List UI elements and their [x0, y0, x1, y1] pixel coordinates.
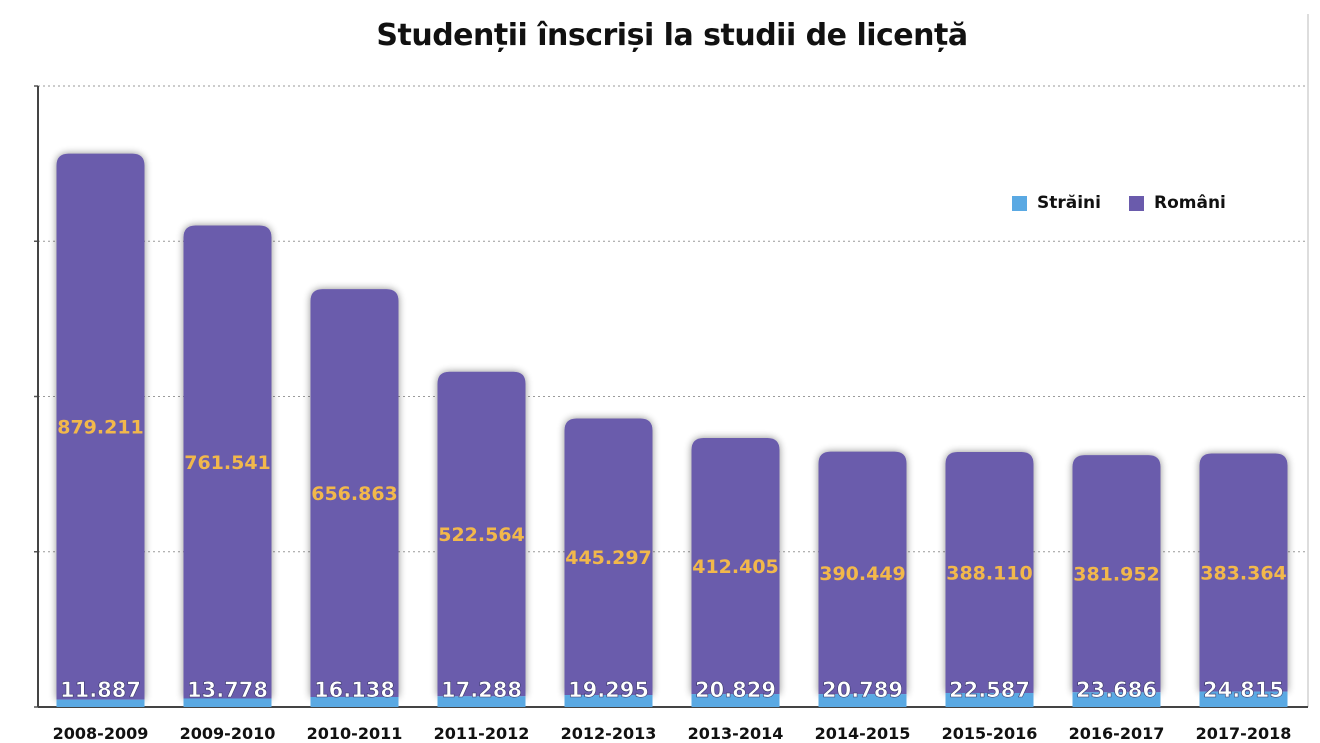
label-straini-2012-2013: 19.295 [568, 678, 649, 702]
label-straini-2011-2012: 17.288 [441, 678, 522, 702]
bar-romani-2008-2009 [56, 153, 145, 700]
label-romani-2010-2011: 656.863 [311, 483, 398, 505]
x-tick-label-2011-2012: 2011-2012 [434, 724, 530, 743]
label-straini-2016-2017: 23.686 [1076, 678, 1157, 702]
x-tick-label-2015-2016: 2015-2016 [942, 724, 1038, 743]
label-romani-2012-2013: 445.297 [565, 547, 652, 569]
bar-straini-2012-2013 [564, 695, 653, 707]
x-tick-label-2010-2011: 2010-2011 [307, 724, 403, 743]
label-romani-2016-2017: 381.952 [1073, 564, 1160, 586]
bar-straini-2008-2009 [56, 699, 145, 707]
bar-romani-2016-2017 [1072, 455, 1161, 693]
bar-straini-2015-2016 [945, 692, 1034, 707]
x-tick-label-2008-2009: 2008-2009 [53, 724, 149, 743]
chart-title: Studenții înscriși la studii de licență [376, 18, 968, 53]
legend-item-straini: Străini [1012, 193, 1101, 213]
legend-item-romani: Români [1128, 193, 1226, 213]
legend-swatch-straini [1012, 195, 1027, 211]
x-tick-label-2017-2018: 2017-2018 [1196, 724, 1292, 743]
bars [56, 153, 1288, 707]
bar-romani-2009-2010 [183, 225, 272, 699]
category-tick-labels: 2008-2009 2009-2010 2010-2011 2011-2012 2012… [53, 724, 1292, 743]
x-tick-label-2009-2010: 2009-2010 [180, 724, 276, 743]
bar-straini-2009-2010 [183, 698, 272, 707]
x-tick-label-2012-2013: 2012-2013 [561, 724, 657, 743]
bar-romani-2011-2012 [437, 371, 526, 697]
x-tick-label-2014-2015: 2014-2015 [815, 724, 911, 743]
label-straini-2008-2009: 11.887 [60, 678, 141, 702]
bar-straini-2016-2017 [1072, 692, 1161, 707]
label-romani-2014-2015: 390.449 [819, 563, 906, 585]
label-straini-2013-2014: 20.829 [695, 678, 776, 702]
bar-romani-2014-2015 [818, 451, 907, 695]
bar-romani-2017-2018 [1199, 453, 1288, 692]
label-romani-2013-2014: 412.405 [692, 556, 779, 578]
label-straini-2014-2015: 20.789 [822, 678, 903, 702]
legend-label-straini: Străini [1037, 193, 1101, 213]
bar-romani-2013-2014 [691, 437, 780, 695]
bar-straini-2013-2014 [691, 694, 780, 707]
data-labels: 879.211 11.887 761.541 13.778 656.863 16.138 5… [57, 417, 1287, 703]
bar-straini-2014-2015 [818, 694, 907, 707]
legend-swatch-romani [1128, 195, 1144, 211]
label-straini-2015-2016: 22.587 [949, 678, 1030, 702]
label-romani-2015-2016: 388.110 [946, 562, 1033, 584]
label-straini-2010-2011: 16.138 [314, 678, 395, 702]
bar-straini-2010-2011 [310, 696, 399, 707]
bar-romani-2012-2013 [564, 418, 653, 696]
label-romani-2011-2012: 522.564 [438, 524, 525, 546]
bar-straini-2011-2012 [437, 696, 526, 707]
bar-straini-2017-2018 [1199, 691, 1288, 707]
legend: Străini Români [1012, 193, 1254, 213]
legend-label-romani: Români [1153, 193, 1226, 213]
bar-romani-2010-2011 [310, 289, 399, 697]
bar-romani-2015-2016 [945, 451, 1034, 693]
x-tick-label-2016-2017: 2016-2017 [1069, 724, 1165, 743]
label-romani-2017-2018: 383.364 [1200, 563, 1287, 585]
label-romani-2009-2010: 761.541 [184, 452, 271, 474]
label-straini-2017-2018: 24.815 [1203, 678, 1284, 702]
label-straini-2009-2010: 13.778 [187, 678, 268, 702]
label-romani-2008-2009: 879.211 [57, 417, 144, 439]
x-tick-label-2013-2014: 2013-2014 [688, 724, 784, 743]
